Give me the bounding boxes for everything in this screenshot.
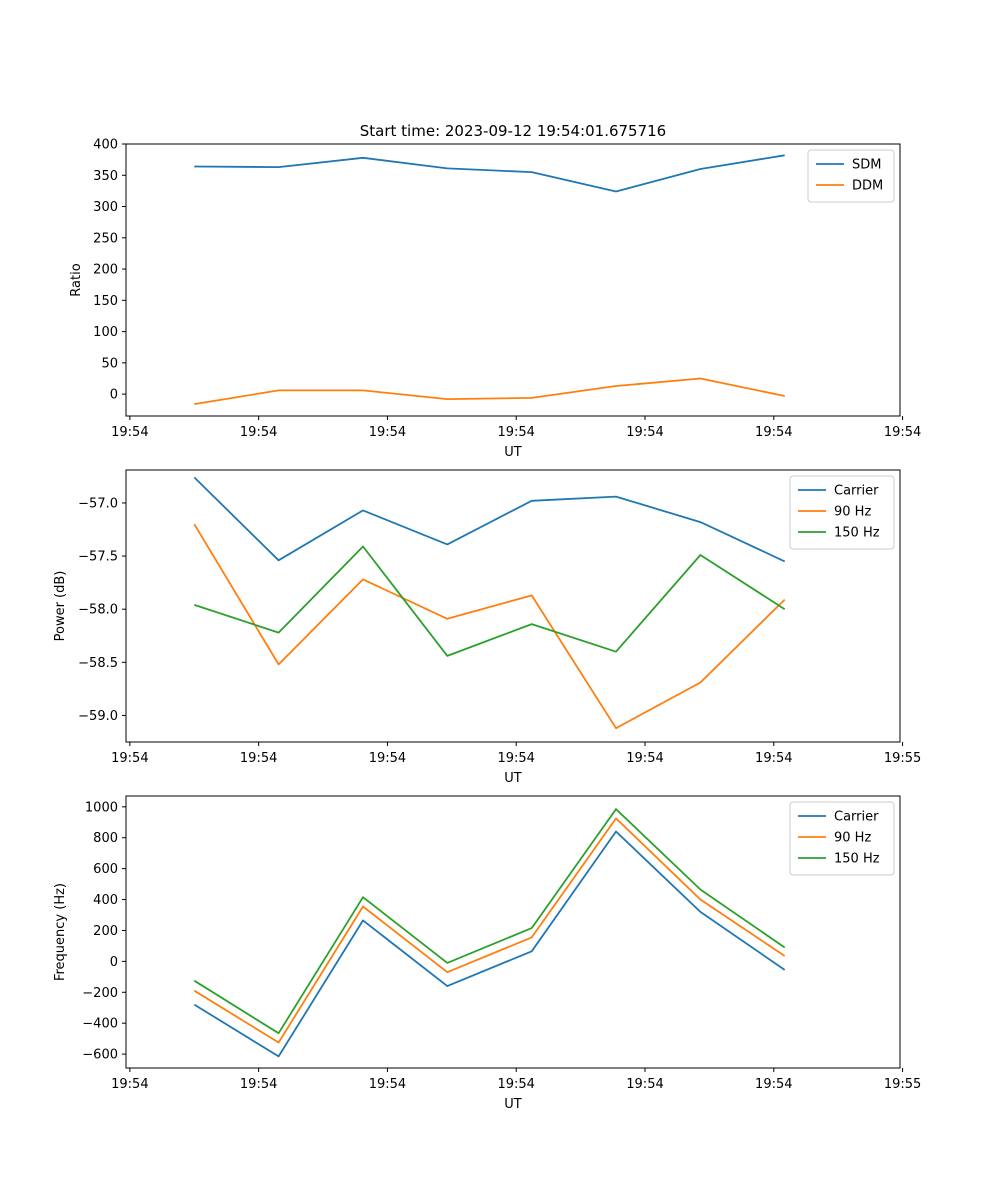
y-tick-label: −57.5 [78,550,118,565]
x-tick-label: 19:54 [755,425,792,440]
legend-label: DDM [852,179,883,194]
series-line-carrier [193,830,786,1058]
legend-box [807,149,895,203]
x-tick-label: 19:54 [240,1077,277,1092]
axes-frame [125,469,901,743]
x-axis-label: UT [504,771,522,786]
legend-label: 150 Hz [834,852,880,867]
y-tick-label: 600 [93,862,118,877]
x-tick-label: 19:54 [884,425,921,440]
y-tick-label: 0 [110,955,118,970]
legend-label: Carrier [834,810,879,825]
legend: Carrier 90 Hz 150 Hz [789,475,895,550]
y-tick-label: 50 [101,356,118,371]
x-tick-label: 19:54 [369,1077,406,1092]
legend: Carrier 90 Hz 150 Hz [789,801,895,876]
y-tick-label: −600 [82,1048,118,1063]
chart-panel-power: 19:54 19:54 19:54 19:54 19:54 19:54 19:55 −59.0… [53,469,921,786]
y-tick-label: 1000 [85,800,118,815]
series-line-90-hz [193,523,786,730]
x-tick-label: 19:54 [111,751,148,766]
series-line-sdm [194,154,785,193]
legend-label: 90 Hz [834,831,871,846]
series-line-150-hz [193,808,786,1035]
x-tick-label: 19:54 [755,1077,792,1092]
y-tick-label: 250 [93,231,118,246]
legend-label: 150 Hz [834,526,880,541]
x-tick-label: 19:54 [626,425,663,440]
legend-box [789,475,895,550]
y-tick-label: 0 [110,388,118,403]
y-tick-label: 100 [93,325,118,340]
x-axis-label: UT [504,445,522,460]
x-tick-label: 19:55 [884,751,921,766]
y-tick-label: −58.5 [78,656,118,671]
x-tick-label: 19:54 [626,1077,663,1092]
x-tick-label: 19:54 [111,425,148,440]
legend-box [789,801,895,876]
x-tick-label: 19:54 [626,751,663,766]
y-tick-label: 350 [93,169,118,184]
x-tick-label: 19:54 [497,1077,534,1092]
legend-label: 90 Hz [834,505,871,520]
axes-frame [125,795,901,1069]
y-axis-label: Frequency (Hz) [53,883,68,981]
x-tick-label: 19:54 [240,425,277,440]
y-tick-label: −59.0 [78,709,118,724]
y-tick-label: −57.0 [78,496,118,511]
axes-frame [125,143,901,417]
y-tick-label: −58.0 [78,603,118,618]
x-tick-label: 19:54 [755,751,792,766]
y-tick-label: 400 [93,893,118,908]
x-tick-label: 19:54 [111,1077,148,1092]
legend: SDM DDM [807,149,895,203]
legend-label: SDM [852,158,881,173]
y-tick-label: 200 [93,263,118,278]
x-axis-label: UT [504,1097,522,1112]
y-tick-label: 150 [93,294,118,309]
y-tick-label: 300 [93,200,118,215]
y-axis-label: Power (dB) [53,571,68,642]
x-tick-label: 19:54 [369,751,406,766]
x-tick-label: 19:54 [497,751,534,766]
series-line-90-hz [193,817,786,1044]
x-tick-label: 19:54 [240,751,277,766]
series-line-carrier [193,476,786,563]
y-tick-label: −200 [82,986,118,1001]
legend-label: Carrier [834,484,879,499]
y-tick-label: 200 [93,924,118,939]
chart-panel-frequency: 19:54 19:54 19:54 19:54 19:54 19:54 19:55 −600 −… [53,795,921,1112]
y-tick-label: 800 [93,831,118,846]
chart-panel-ratio: 19:54 19:54 19:54 19:54 19:54 19:54 19:54 0 50 10… [69,138,921,461]
y-tick-label: −400 [82,1017,118,1032]
series-line-150-hz [194,545,786,657]
panels-group: 19:54 19:54 19:54 19:54 19:54 19:54 19:54 0 50 10… [53,138,921,1113]
series-line-ddm [194,377,785,405]
y-axis-label: Ratio [69,263,84,296]
figure-title: Start time: 2023-09-12 19:54:01.675716 [360,122,666,140]
x-tick-label: 19:54 [497,425,534,440]
x-tick-label: 19:55 [884,1077,921,1092]
x-tick-label: 19:54 [369,425,406,440]
y-tick-label: 400 [93,138,118,153]
